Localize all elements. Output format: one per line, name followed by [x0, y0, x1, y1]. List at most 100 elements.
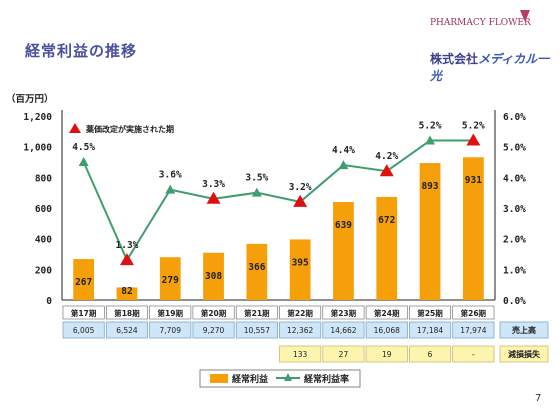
bar-第18期: [116, 287, 138, 300]
sales-cell: [408, 321, 452, 339]
revision-marker: [119, 253, 134, 266]
category-label: 第20期: [201, 308, 227, 318]
right-tick-label: 1.0%: [503, 265, 526, 276]
bar-第26期: [462, 157, 484, 300]
sales-cell: [235, 321, 278, 339]
impairment-label: 減損損失: [508, 349, 541, 359]
category-label: 第22期: [287, 308, 313, 318]
sales-value: 9,270: [203, 326, 225, 335]
category-label: 第17期: [71, 308, 97, 318]
sales-label-cell: [499, 321, 549, 339]
left-tick-label: 600: [35, 204, 52, 215]
category-label: 第18期: [114, 308, 140, 318]
annotation-text: 薬価改定が実施された期: [85, 124, 174, 134]
ratio-point: [165, 184, 176, 194]
sales-cell: [365, 321, 408, 339]
category-cell: [149, 305, 192, 320]
impairment-label-cell: [499, 345, 549, 363]
category-cell: [322, 305, 365, 320]
left-tick-label: 200: [35, 265, 52, 276]
bar-第22期: [289, 239, 311, 300]
ratio-point: [338, 160, 349, 170]
category-label: 第19期: [158, 308, 184, 318]
bar-value-label: 893: [421, 181, 438, 192]
bar-第19期: [159, 257, 181, 300]
bar-第21期: [246, 243, 268, 300]
sales-value: 14,662: [330, 326, 356, 335]
category-label: 第23期: [331, 308, 357, 318]
right-tick-label: 4.0%: [503, 173, 526, 184]
flower-logo-icon: [520, 10, 530, 22]
bar-value-label: 82: [121, 286, 132, 297]
bar-第20期: [203, 252, 224, 300]
ratio-value-label: 4.4%: [332, 145, 355, 156]
left-tick-label: 800: [35, 173, 52, 184]
page-number: 7: [535, 393, 542, 404]
ratio-value-label: 3.2%: [289, 182, 312, 193]
ratio-value-label: 4.2%: [375, 151, 398, 162]
company-logo-name: メディカル一光: [430, 52, 550, 83]
ratio-value-label: 1.3%: [116, 240, 139, 251]
sales-cell: [62, 321, 105, 339]
sales-cell: [322, 321, 365, 339]
ratio-value-label: 3.6%: [159, 170, 182, 181]
bar-value-label: 639: [335, 220, 352, 231]
category-cell: [409, 305, 451, 320]
category-cell: [365, 305, 408, 320]
revision-marker: [466, 133, 481, 146]
annotation-marker: [69, 123, 81, 133]
page-title: 経常利益の推移: [25, 42, 138, 60]
legend-bar-swatch: [210, 374, 228, 383]
impairment-cell: [365, 345, 408, 363]
sales-label: 売上高: [512, 325, 536, 335]
ratio-point: [425, 135, 436, 145]
bar-第17期: [73, 259, 95, 300]
legend-line-label: 経常利益率: [304, 373, 349, 385]
sales-cell: [105, 321, 149, 339]
sales-cell: [192, 321, 235, 339]
legend-bar-label: 経常利益: [232, 373, 268, 385]
bar-第24期: [376, 196, 398, 300]
sales-value: 17,974: [460, 326, 486, 335]
sales-value: 16,068: [374, 326, 400, 335]
category-label: 第24期: [374, 308, 400, 318]
right-tick-label: 2.0%: [503, 235, 526, 246]
category-cell: [452, 305, 495, 320]
right-tick-label: 6.0%: [503, 112, 526, 123]
revision-marker: [379, 164, 394, 177]
pharmacy-flower-logo: PHARMACY FLOWER: [430, 18, 531, 28]
impairment-value: -: [472, 350, 475, 359]
bar-第23期: [333, 202, 354, 300]
category-cell: [62, 305, 105, 320]
impairment-value: 27: [339, 350, 349, 359]
category-label: 第25期: [417, 308, 443, 318]
sales-cell: [149, 321, 192, 339]
ratio-value-label: 5.2%: [419, 121, 442, 132]
bar-value-label: 672: [378, 215, 395, 226]
left-tick-label: 1,000: [23, 143, 52, 154]
sales-value: 7,709: [160, 326, 182, 335]
left-tick-label: 400: [35, 235, 52, 246]
bar-value-label: 308: [205, 271, 222, 282]
left-tick-label: 0: [46, 296, 52, 307]
ratio-value-label: 3.3%: [202, 179, 225, 190]
bar-value-label: 279: [162, 275, 179, 286]
sales-value: 12,362: [287, 326, 313, 335]
revision-marker: [206, 191, 221, 204]
sales-cell: [452, 321, 495, 339]
company-logo: 株式会社メディカル一光: [430, 50, 560, 84]
ratio-value-label: 4.5%: [72, 142, 95, 153]
sales-value: 6,005: [73, 326, 95, 335]
category-label: 第21期: [244, 308, 270, 318]
revision-marker: [293, 194, 308, 207]
sales-value: 10,557: [244, 326, 270, 335]
bar-value-label: 267: [75, 277, 92, 288]
bar-value-label: 395: [292, 257, 309, 268]
impairment-value: 6: [428, 350, 433, 359]
bar-value-label: 366: [248, 262, 265, 273]
category-cell: [235, 305, 278, 320]
impairment-cell: [452, 345, 495, 363]
right-tick-label: 0.0%: [503, 296, 526, 307]
ratio-value-label: 3.5%: [245, 173, 268, 184]
